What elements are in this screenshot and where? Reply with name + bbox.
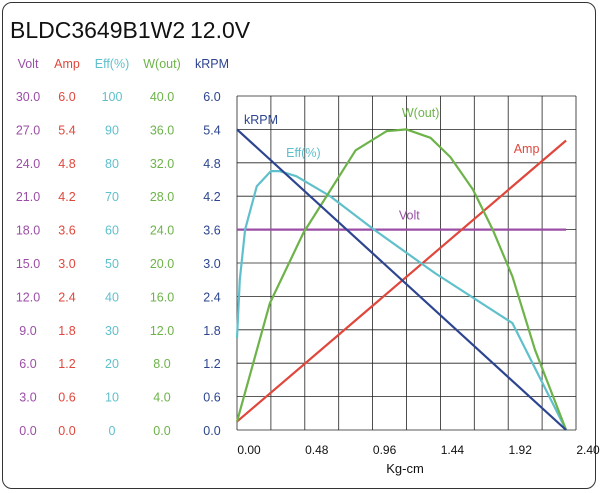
y-tick-label: 0.6	[58, 391, 75, 405]
y-tick-label: 8.0	[153, 357, 170, 371]
y-tick-label: 4.8	[58, 157, 75, 171]
chart-title: BLDC3649B1W2	[10, 17, 185, 43]
y-tick-label: 70	[105, 190, 119, 204]
y-tick-label: 0.0	[19, 424, 36, 438]
chart-subtitle: 12.0V	[190, 17, 251, 43]
x-tick-label: 1.92	[509, 443, 533, 457]
series-label: kRPM	[244, 113, 278, 127]
y-tick-label: 24.0	[16, 157, 40, 171]
y-tick-label: 20.0	[150, 257, 174, 271]
x-tick-label: 0.00	[237, 443, 261, 457]
y-tick-label: 3.0	[58, 257, 75, 271]
y-tick-label: 10	[105, 391, 119, 405]
series-label: Eff(%)	[286, 146, 321, 160]
y-tick-label: 60	[105, 224, 119, 238]
series-label: W(out)	[402, 106, 440, 120]
y-tick-label: 0.6	[203, 391, 220, 405]
y-tick-label: 40.0	[150, 90, 174, 104]
series-line-krpm	[236, 128, 567, 431]
series-line-eff	[235, 170, 568, 431]
y-tick-label: 4.2	[203, 190, 220, 204]
y-tick-label: 5.4	[58, 123, 75, 137]
y-tick-label: 4.8	[203, 157, 220, 171]
y-tick-label: 15.0	[16, 257, 40, 271]
y-tick-label: 27.0	[16, 123, 40, 137]
y-tick-label: 28.0	[150, 190, 174, 204]
y-tick-label: 3.0	[203, 257, 220, 271]
axis-header-amp: Amp	[54, 57, 80, 71]
y-tick-label: 0.0	[153, 424, 170, 438]
y-tick-label: 3.0	[19, 391, 36, 405]
axis-header-eff: Eff(%)	[95, 57, 130, 71]
y-tick-label: 2.4	[203, 290, 220, 304]
x-axis-label: Kg-cm	[386, 461, 424, 476]
x-tick-label: 2.40	[576, 443, 600, 457]
x-tick-label: 0.96	[373, 443, 397, 457]
y-tick-label: 2.4	[58, 290, 75, 304]
series-label: Volt	[399, 209, 420, 223]
y-tick-label: 1.2	[58, 357, 75, 371]
y-tick-label: 30.0	[16, 90, 40, 104]
x-tick-label: 1.44	[441, 443, 465, 457]
y-tick-label: 90	[105, 123, 119, 137]
y-tick-label: 21.0	[16, 190, 40, 204]
y-tick-label: 6.0	[19, 357, 36, 371]
x-tick-label: 0.48	[305, 443, 329, 457]
y-tick-label: 0.0	[203, 424, 220, 438]
y-tick-label: 12.0	[16, 290, 40, 304]
y-tick-label: 1.8	[58, 324, 75, 338]
y-tick-label: 24.0	[150, 224, 174, 238]
y-tick-label: 0.0	[58, 424, 75, 438]
y-tick-label: 3.6	[58, 224, 75, 238]
axis-header-wout: W(out)	[143, 57, 181, 71]
y-tick-label: 16.0	[150, 290, 174, 304]
y-tick-label: 100	[102, 90, 123, 104]
chart-frame	[2, 2, 596, 489]
y-tick-label: 9.0	[19, 324, 36, 338]
y-tick-label: 18.0	[16, 224, 40, 238]
y-tick-label: 0	[109, 424, 116, 438]
y-tick-label: 5.4	[203, 123, 220, 137]
y-tick-label: 80	[105, 157, 119, 171]
series-line-wout	[235, 128, 568, 431]
y-tick-label: 1.8	[203, 324, 220, 338]
axis-header-krpm: kRPM	[195, 57, 229, 71]
y-tick-label: 32.0	[150, 157, 174, 171]
y-tick-label: 40	[105, 290, 119, 304]
y-tick-label: 4.0	[153, 391, 170, 405]
y-tick-label: 12.0	[150, 324, 174, 338]
y-tick-label: 20	[105, 357, 119, 371]
y-tick-label: 1.2	[203, 357, 220, 371]
axis-header-volt: Volt	[18, 57, 39, 71]
y-tick-label: 6.0	[203, 90, 220, 104]
series-label: Amp	[514, 142, 540, 156]
y-tick-label: 30	[105, 324, 119, 338]
y-tick-label: 36.0	[150, 123, 174, 137]
y-tick-label: 6.0	[58, 90, 75, 104]
y-tick-label: 4.2	[58, 190, 75, 204]
y-tick-label: 50	[105, 257, 119, 271]
y-tick-label: 3.6	[203, 224, 220, 238]
